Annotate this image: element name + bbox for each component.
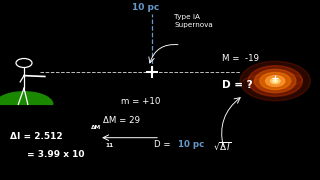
Text: ΔI = 2.512: ΔI = 2.512: [10, 132, 62, 141]
Circle shape: [266, 76, 285, 86]
Circle shape: [240, 61, 310, 101]
Text: = 3.99 x 10: = 3.99 x 10: [27, 150, 85, 159]
Circle shape: [260, 72, 291, 90]
Text: 10 pc: 10 pc: [132, 3, 159, 12]
Circle shape: [254, 69, 296, 93]
Text: ΔM = 29: ΔM = 29: [103, 116, 140, 125]
Circle shape: [273, 80, 277, 82]
Circle shape: [248, 66, 302, 96]
Text: Type IA
Supernova: Type IA Supernova: [174, 14, 213, 28]
Circle shape: [270, 78, 280, 84]
Text: m = +10: m = +10: [121, 97, 161, 106]
Text: D = ?: D = ?: [222, 80, 253, 90]
Text: D =: D =: [154, 140, 173, 149]
Text: 10 pc: 10 pc: [178, 140, 204, 149]
Text: ΔM: ΔM: [91, 125, 101, 130]
Polygon shape: [0, 92, 53, 104]
Text: 11: 11: [106, 143, 114, 148]
Text: M =  -19: M = -19: [222, 54, 260, 63]
Text: $\sqrt{\Delta I}$: $\sqrt{\Delta I}$: [213, 140, 232, 152]
